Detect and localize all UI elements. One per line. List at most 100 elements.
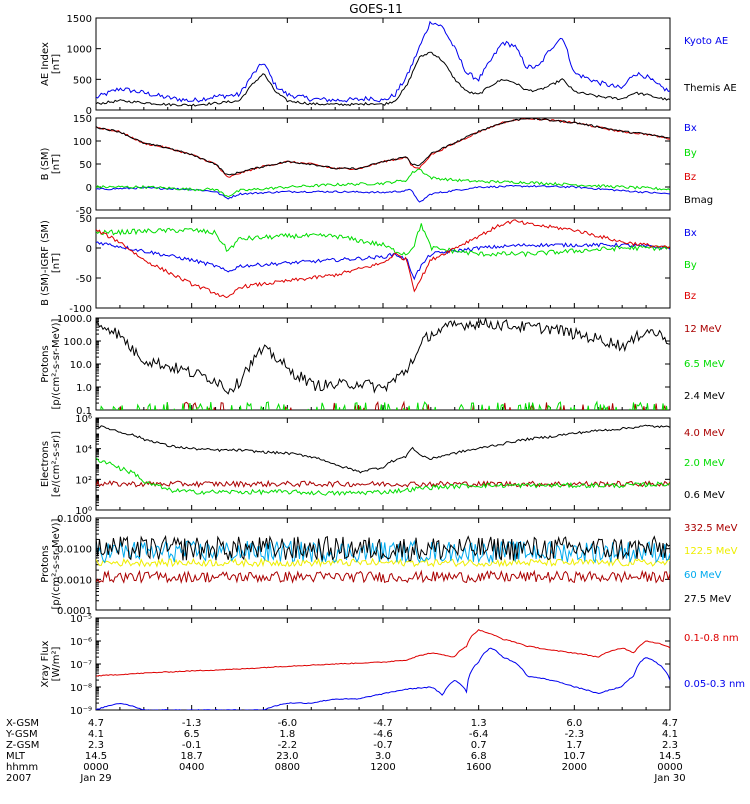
y-tick-label: 10⁴ [75, 445, 92, 456]
y-axis-label: Electrons [40, 441, 51, 487]
y-tick-label: 10⁻⁹ [70, 706, 92, 717]
y-axis-label: [p/(cm²-s-sr-MeV)] [51, 518, 62, 609]
x-row-label: 2007 [6, 773, 31, 784]
y-tick-label: 50 [79, 214, 92, 225]
x-row-value: -4.7 [373, 718, 393, 729]
x-row-value: 0.7 [471, 740, 487, 751]
y-axis-label: [W/m²] [51, 646, 62, 681]
y-axis-label: [nT] [51, 253, 62, 273]
y-tick-label: 0.1000 [57, 514, 92, 525]
x-row-value: -0.7 [373, 740, 393, 751]
legend-label: 27.5 MeV [684, 594, 731, 605]
y-tick-label: 10.0 [70, 360, 92, 371]
x-row-value: 6.5 [184, 729, 200, 740]
legend-label: Bmag [684, 195, 713, 206]
series-line-bfield-3 [96, 118, 670, 176]
legend-label: Kyoto AE [684, 36, 728, 47]
y-axis-label: B (SM)-IGRF (SM) [40, 220, 51, 306]
legend-label: Bz [684, 291, 696, 302]
x-row-value: 2000 [562, 762, 587, 773]
x-row-value: Jan 30 [653, 773, 685, 784]
series-line-bfield-2 [96, 118, 670, 178]
x-row-value: 1.3 [471, 718, 487, 729]
x-row-value: 0800 [275, 762, 300, 773]
panel-frame [95, 617, 671, 711]
panel-frame [95, 117, 671, 211]
x-row-label: Y-GSM [5, 729, 38, 740]
y-tick-label: 0 [86, 183, 92, 194]
y-axis-label: [nT] [51, 54, 62, 74]
x-row-value: 23.0 [276, 751, 298, 762]
y-tick-label: 1500 [67, 14, 92, 25]
y-tick-label: 100 [73, 137, 92, 148]
x-row-value: Jan 29 [79, 773, 111, 784]
x-row-value: 1.7 [566, 740, 582, 751]
x-row-value: 1600 [466, 762, 491, 773]
y-tick-label: 10⁻⁷ [70, 660, 92, 671]
x-row-value: 1.8 [279, 729, 295, 740]
legend-label: 0.6 MeV [684, 490, 725, 501]
x-row-value: 0000 [657, 762, 682, 773]
y-tick-label: 0 [86, 106, 92, 117]
panel-protons_high: 0.0001 0.0010 0.0100 0.1000 Protons [p/(cm²-s… [40, 514, 738, 617]
legend-label: By [684, 260, 697, 271]
legend-label: Themis AE [683, 83, 737, 94]
series-line-bfield-1 [96, 168, 670, 198]
x-row-value: 4.7 [88, 718, 104, 729]
x-row-value: 0000 [83, 762, 108, 773]
y-tick-label: 100.0 [63, 337, 92, 348]
y-axis-label: [nT] [51, 154, 62, 174]
series-line-electrons-0 [96, 479, 670, 488]
x-row-value: 6.0 [566, 718, 582, 729]
panel-ae: 0 500 1000 1500 AE Index [nT] Kyoto AE Themis A… [40, 14, 737, 117]
y-tick-label: 10⁻⁶ [70, 637, 92, 648]
x-row-value: 3.0 [375, 751, 391, 762]
x-row-value: 0400 [179, 762, 204, 773]
y-axis-label: B (SM) [40, 147, 51, 180]
x-row-value: 14.5 [659, 751, 681, 762]
series-line-xray-1 [96, 647, 670, 710]
series-line-protons_high-3 [96, 534, 670, 562]
series-line-protons_high-2 [96, 539, 670, 564]
x-row-value: 10.7 [563, 751, 585, 762]
y-tick-label: 1000 [67, 45, 92, 56]
x-row-value: -2.2 [278, 740, 298, 751]
x-row-value: 4.1 [88, 729, 104, 740]
panel-frame [95, 317, 671, 411]
legend-label: 12 MeV [684, 324, 722, 335]
x-row-value: 6.8 [471, 751, 487, 762]
panel-protons_low: 0.1 1.0 10.0 100.0 1000.0 Protons [p/(cm²-s-sr… [40, 314, 725, 417]
y-tick-label: 10⁻⁵ [70, 614, 92, 625]
y-axis-label: Protons [40, 545, 51, 582]
y-tick-label: 0.0100 [57, 545, 92, 556]
y-tick-label: 10⁻⁸ [70, 683, 92, 694]
y-axis-label: Xray Flux [40, 640, 51, 687]
series-group [96, 629, 670, 710]
y-tick-label: 10⁶ [75, 414, 92, 425]
legend-label: Bx [684, 228, 697, 239]
legend-label: 0.1-0.8 nm [684, 633, 739, 644]
y-tick-label: -50 [76, 274, 92, 285]
y-tick-label: -50 [76, 206, 92, 217]
y-tick-label: 10⁰ [75, 506, 92, 517]
legend-label: 122.5 MeV [684, 546, 738, 557]
x-row-label: hhmm [6, 762, 38, 773]
series-line-bdiff-0 [96, 241, 670, 281]
x-row-value: 2.3 [662, 740, 678, 751]
x-row-value: 14.5 [85, 751, 107, 762]
x-row-value: 18.7 [181, 751, 203, 762]
x-row-label: X-GSM [6, 718, 39, 729]
series-group [96, 534, 670, 585]
y-axis-label: AE Index [40, 42, 51, 86]
y-tick-label: -100 [69, 304, 92, 315]
y-tick-label: 0.1 [76, 406, 92, 417]
y-axis-label: Protons [40, 345, 51, 382]
x-row-value: -1.3 [182, 718, 202, 729]
series-line-ae-1 [96, 51, 670, 107]
y-tick-label: 1000.0 [57, 314, 92, 325]
x-row-value: 2.3 [88, 740, 104, 751]
series-group [96, 219, 670, 299]
legend-label: 2.0 MeV [684, 458, 725, 469]
y-tick-label: 0 [86, 244, 92, 255]
